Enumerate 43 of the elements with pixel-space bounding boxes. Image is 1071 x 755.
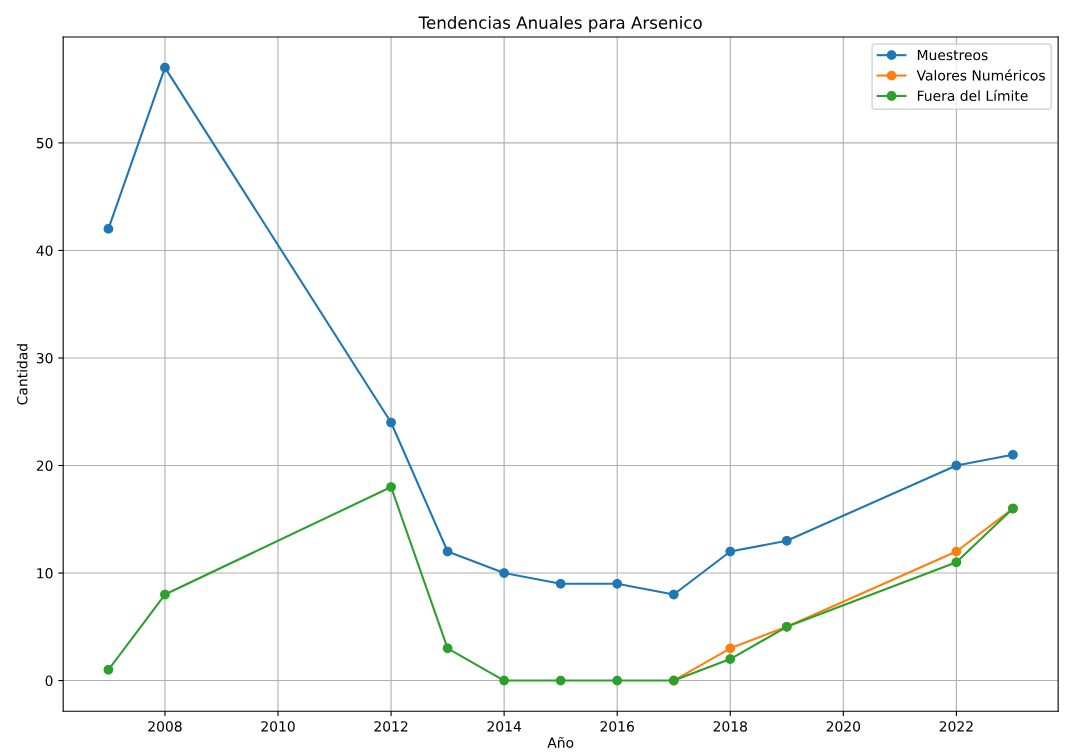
point (1008, 449, 1018, 460)
point (499, 675, 509, 686)
legend-label: Muestreos (917, 49, 988, 61)
y-tick-label: 10 (37, 568, 53, 579)
point (725, 643, 736, 654)
x-tick-label: 2018 (713, 721, 747, 732)
y-tick-label: 0 (45, 675, 53, 687)
point (160, 62, 170, 73)
y-tick-label: 40 (36, 245, 53, 256)
x-tick-label: 2014 (487, 721, 522, 732)
x-tick-label: 2008 (148, 721, 182, 732)
point (160, 589, 170, 600)
point (442, 546, 453, 557)
x-tick-label: 2010 (261, 721, 295, 732)
point (103, 664, 114, 675)
chart-title: Tendencias Anuales para Arsenico (418, 16, 702, 33)
point (555, 578, 566, 589)
point (499, 568, 509, 578)
point (668, 589, 679, 600)
y-tick-label: 30 (36, 352, 53, 364)
point (386, 482, 396, 492)
point (951, 557, 962, 568)
x-axis-title: Año (547, 736, 574, 748)
x-tick-label: 2012 (374, 721, 408, 732)
point (442, 643, 453, 654)
y-axis-title: Cantidad (16, 344, 28, 405)
point (951, 460, 962, 471)
point (725, 546, 736, 557)
point (781, 535, 792, 546)
legend-label: Fuera del Límite (917, 89, 1028, 102)
x-tick-label: 2016 (600, 721, 634, 732)
x-tick-label: 2020 (826, 721, 861, 732)
x-tick-label: 2022 (939, 721, 973, 732)
legend-label: Valores Numéricos (916, 69, 1045, 81)
point (612, 675, 623, 686)
point (951, 546, 962, 557)
point (725, 654, 736, 664)
point (612, 578, 623, 589)
y-tick-label: 20 (36, 460, 53, 471)
point (103, 224, 114, 234)
point (555, 675, 566, 686)
y-tick-label: 50 (36, 137, 53, 149)
point (386, 417, 396, 428)
